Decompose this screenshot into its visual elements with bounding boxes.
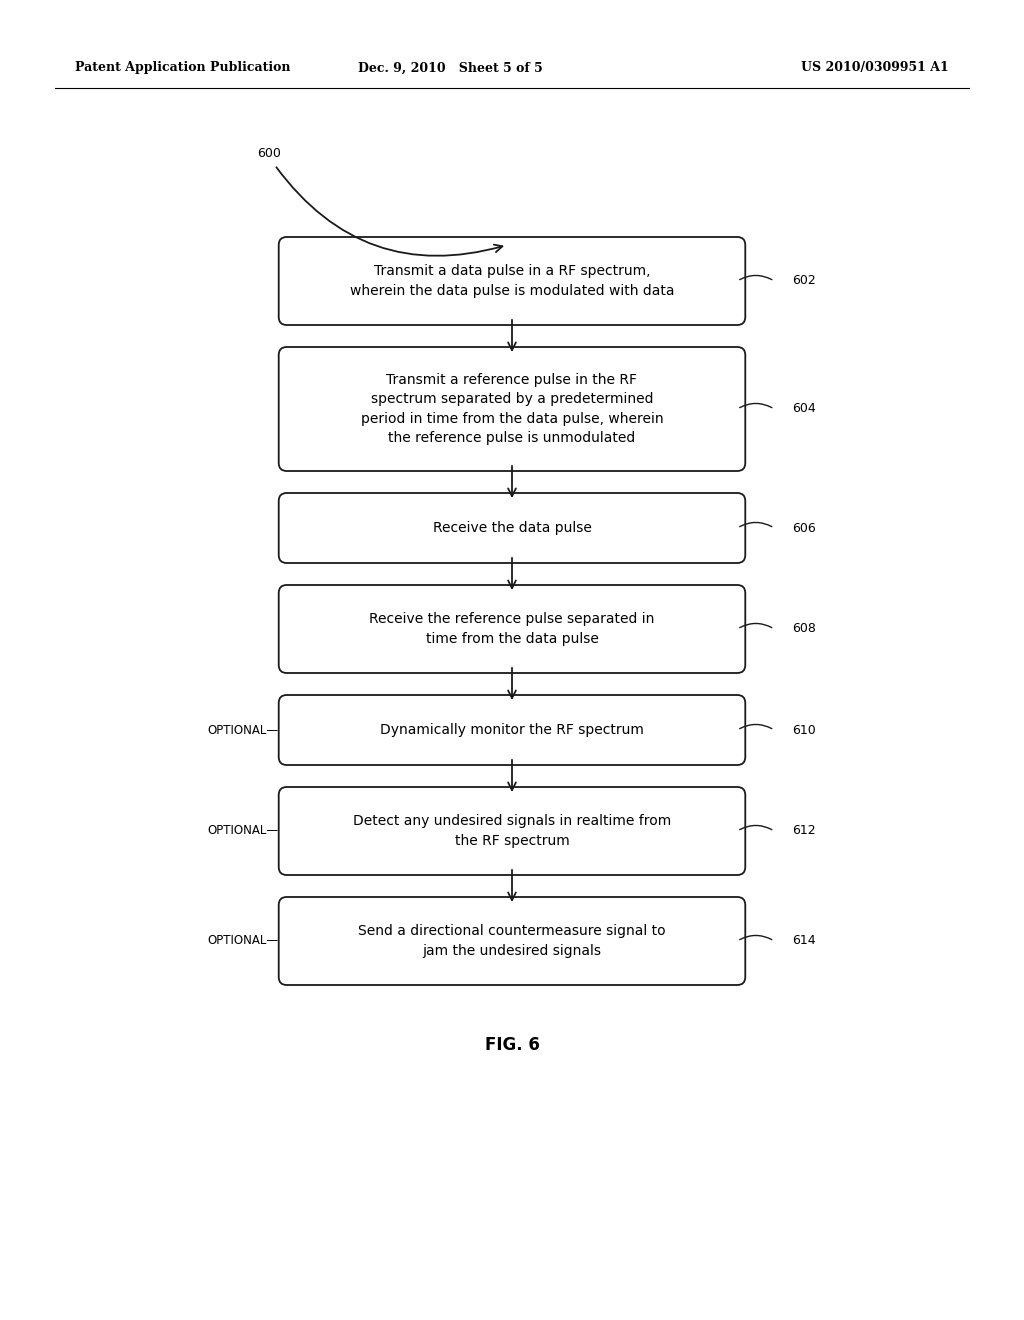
FancyBboxPatch shape bbox=[279, 347, 745, 471]
FancyBboxPatch shape bbox=[279, 898, 745, 985]
Text: 610: 610 bbox=[793, 723, 816, 737]
Text: OPTIONAL—: OPTIONAL— bbox=[208, 723, 279, 737]
Text: 602: 602 bbox=[793, 275, 816, 288]
Text: Patent Application Publication: Patent Application Publication bbox=[75, 62, 291, 74]
Text: 608: 608 bbox=[793, 623, 816, 635]
Text: Receive the reference pulse separated in
time from the data pulse: Receive the reference pulse separated in… bbox=[370, 612, 654, 645]
Text: 604: 604 bbox=[793, 403, 816, 416]
Text: OPTIONAL—: OPTIONAL— bbox=[208, 935, 279, 948]
Text: US 2010/0309951 A1: US 2010/0309951 A1 bbox=[801, 62, 949, 74]
Text: Transmit a data pulse in a RF spectrum,
wherein the data pulse is modulated with: Transmit a data pulse in a RF spectrum, … bbox=[350, 264, 674, 298]
Text: 612: 612 bbox=[793, 825, 816, 837]
FancyBboxPatch shape bbox=[279, 238, 745, 325]
Text: Transmit a reference pulse in the RF
spectrum separated by a predetermined
perio: Transmit a reference pulse in the RF spe… bbox=[360, 372, 664, 445]
Text: Dynamically monitor the RF spectrum: Dynamically monitor the RF spectrum bbox=[380, 723, 644, 737]
Text: OPTIONAL—: OPTIONAL— bbox=[208, 825, 279, 837]
Text: 614: 614 bbox=[793, 935, 816, 948]
Text: Send a directional countermeasure signal to
jam the undesired signals: Send a directional countermeasure signal… bbox=[358, 924, 666, 958]
Text: 600: 600 bbox=[257, 147, 281, 160]
Text: FIG. 6: FIG. 6 bbox=[484, 1036, 540, 1053]
Text: Detect any undesired signals in realtime from
the RF spectrum: Detect any undesired signals in realtime… bbox=[353, 814, 671, 847]
FancyBboxPatch shape bbox=[279, 492, 745, 564]
FancyBboxPatch shape bbox=[279, 787, 745, 875]
FancyBboxPatch shape bbox=[279, 696, 745, 766]
Text: Dec. 9, 2010   Sheet 5 of 5: Dec. 9, 2010 Sheet 5 of 5 bbox=[358, 62, 543, 74]
Text: Receive the data pulse: Receive the data pulse bbox=[432, 521, 592, 535]
Text: 606: 606 bbox=[793, 521, 816, 535]
FancyBboxPatch shape bbox=[279, 585, 745, 673]
